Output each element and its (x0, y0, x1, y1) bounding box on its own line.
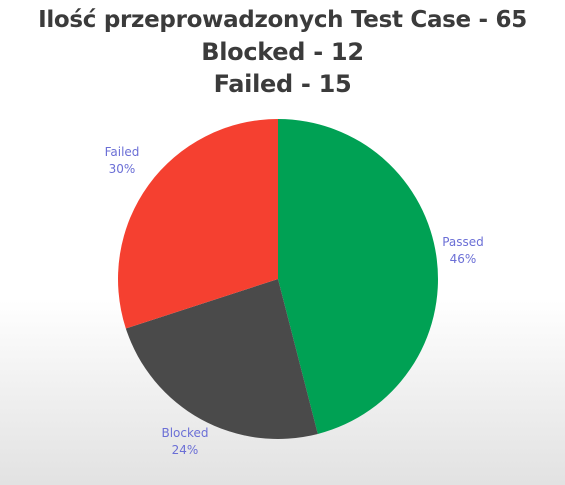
slice-percent-failed: 30% (109, 162, 136, 176)
slice-label-blocked: Blocked (161, 426, 208, 440)
slice-label-failed: Failed (105, 145, 140, 159)
pie-slice-failed (117, 119, 278, 329)
title-line-failed: Failed - 15 (213, 70, 352, 98)
title-line-total: Ilość przeprowadzonych Test Case - 65 (38, 7, 527, 33)
slice-label-passed: Passed (442, 235, 484, 249)
pie-slice-blocked (125, 279, 318, 439)
chart-title: Ilość przeprowadzonych Test Case - 65 Bl… (0, 4, 565, 100)
slice-percent-passed: 46% (450, 252, 477, 266)
title-line-blocked: Blocked - 12 (201, 38, 364, 66)
slice-percent-blocked: 24% (172, 443, 199, 457)
pie-slice-passed (278, 119, 438, 434)
